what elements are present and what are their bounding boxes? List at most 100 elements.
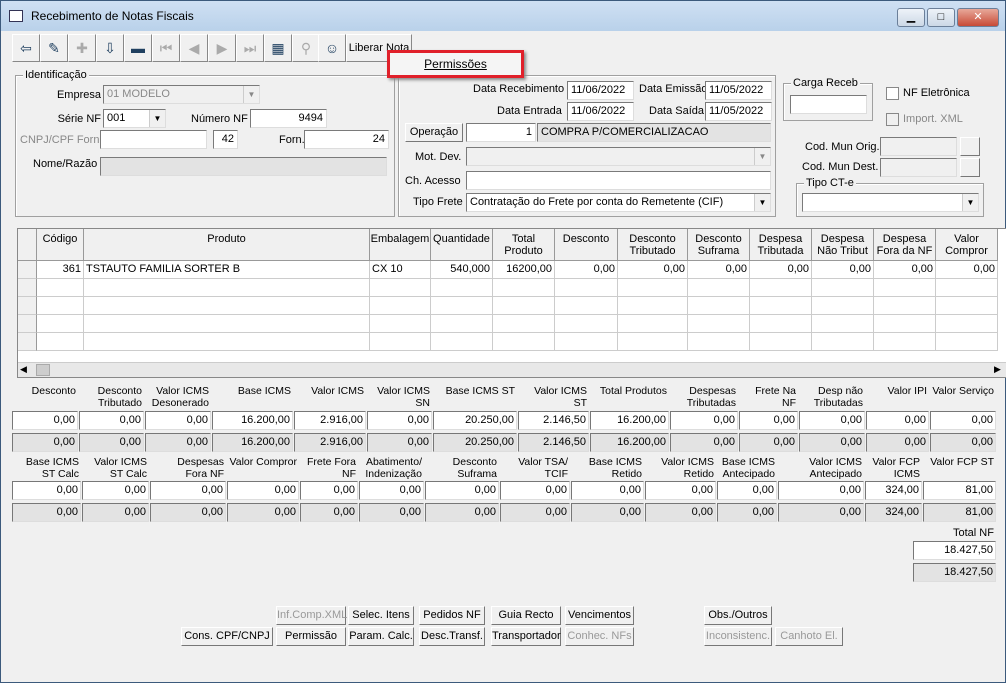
grid-cell[interactable]: 0,00 <box>688 261 750 279</box>
totals1-value[interactable]: 0,00 <box>145 411 211 430</box>
grid-cell[interactable]: 0,00 <box>750 261 812 279</box>
grid-header[interactable]: Embalagem <box>370 229 431 261</box>
grid-cell[interactable] <box>493 315 555 333</box>
user-button[interactable]: ☺ <box>318 34 346 62</box>
row-header[interactable] <box>18 297 37 315</box>
grid-cell[interactable] <box>431 333 493 351</box>
grid-cell[interactable]: 0,00 <box>812 261 874 279</box>
add-button[interactable]: ✚ <box>68 34 96 62</box>
grid-cell[interactable] <box>688 315 750 333</box>
grid-cell[interactable] <box>750 315 812 333</box>
guia-recto-button[interactable]: Guia Recto <box>491 606 561 625</box>
totals2-value[interactable]: 0,00 <box>500 481 570 500</box>
exit-button[interactable]: ⇦ <box>12 34 40 62</box>
forn-code-input[interactable]: 42 <box>213 130 238 149</box>
cod-mun-orig-input[interactable] <box>880 137 957 156</box>
grid-cell[interactable] <box>750 333 812 351</box>
grid-header[interactable]: Desconto Suframa <box>688 229 750 261</box>
ch-acesso-input[interactable] <box>466 171 771 190</box>
grid-header[interactable]: Despesa Não Tribut <box>812 229 874 261</box>
edit-button[interactable]: ✎ <box>40 34 68 62</box>
grid-cell[interactable] <box>84 333 370 351</box>
totals1-value[interactable]: 2.146,50 <box>518 411 589 430</box>
totals1-value[interactable]: 0,00 <box>670 411 738 430</box>
first-button[interactable]: ⏮ <box>152 34 180 62</box>
import-button[interactable]: ⇩ <box>96 34 124 62</box>
grid-cell[interactable] <box>493 297 555 315</box>
totals2-value[interactable]: 81,00 <box>923 481 996 500</box>
selec-itens-button[interactable]: Selec. Itens <box>348 606 414 625</box>
totals2-value[interactable]: 0,00 <box>82 481 149 500</box>
grid-cell[interactable] <box>874 279 936 297</box>
grid-cell[interactable] <box>874 297 936 315</box>
empresa-select[interactable]: 01 MODELO ▼ <box>103 85 260 104</box>
totals1-value[interactable]: 0,00 <box>79 411 144 430</box>
totals1-value[interactable]: 0,00 <box>367 411 432 430</box>
grid-cell[interactable] <box>370 315 431 333</box>
grid-header[interactable]: Despesa Fora da NF <box>874 229 936 261</box>
grid-header[interactable]: Desconto Tributado <box>618 229 688 261</box>
totals2-value[interactable]: 0,00 <box>425 481 499 500</box>
grid-cell[interactable] <box>370 279 431 297</box>
totals2-value[interactable]: 324,00 <box>865 481 922 500</box>
grid-cell[interactable] <box>618 297 688 315</box>
totals1-value[interactable]: 16.200,00 <box>212 411 293 430</box>
grid-cell[interactable] <box>936 297 998 315</box>
grid-cell[interactable] <box>812 333 874 351</box>
grid-cell[interactable]: 0,00 <box>618 261 688 279</box>
grid-cell[interactable]: CX 10 <box>370 261 431 279</box>
inf-comp-xml-button[interactable]: Inf.Comp.XML <box>276 606 347 625</box>
cod-mun-orig-lookup-button[interactable] <box>960 137 980 156</box>
cons-cpf-cnpj-button[interactable]: Cons. CPF/CNPJ <box>181 627 273 646</box>
totals1-value[interactable]: 0,00 <box>739 411 798 430</box>
grid-cell[interactable] <box>84 279 370 297</box>
grid-cell[interactable]: 540,000 <box>431 261 493 279</box>
cod-mun-dest-input[interactable] <box>880 158 957 177</box>
totals1-value[interactable]: 16.200,00 <box>590 411 669 430</box>
totals2-value[interactable]: 0,00 <box>571 481 644 500</box>
vencimentos-button[interactable]: Vencimentos <box>565 606 634 625</box>
close-button[interactable]: ✕ <box>957 8 999 27</box>
grid-cell[interactable] <box>618 315 688 333</box>
totals1-value[interactable]: 0,00 <box>866 411 929 430</box>
grid-header[interactable]: Desconto <box>555 229 618 261</box>
grid-cell[interactable] <box>750 297 812 315</box>
operacao-code-input[interactable]: 1 <box>466 123 536 142</box>
grid-cell[interactable] <box>688 297 750 315</box>
totals2-value[interactable]: 0,00 <box>227 481 299 500</box>
totals2-value[interactable]: 0,00 <box>645 481 716 500</box>
grid-cell[interactable] <box>688 333 750 351</box>
grid-cell[interactable] <box>812 279 874 297</box>
grid-cell[interactable] <box>370 333 431 351</box>
grid-cell[interactable] <box>37 333 84 351</box>
totals1-value[interactable]: 20.250,00 <box>433 411 517 430</box>
minimize-button[interactable]: ▁ <box>897 8 925 27</box>
nf-eletronica-checkbox[interactable] <box>886 87 899 100</box>
items-grid[interactable]: Código Produto Embalagem Quantidade Total Pr… <box>17 228 1006 378</box>
canhoto-el-button[interactable]: Canhoto El. <box>775 627 843 646</box>
prev-button[interactable]: ◀ <box>180 34 208 62</box>
tipo-cte-select[interactable]: ▼ <box>802 193 979 212</box>
binoculars-button[interactable]: ⚲ <box>292 34 320 62</box>
grid-cell[interactable] <box>936 279 998 297</box>
grid-cell[interactable] <box>874 315 936 333</box>
grid-header[interactable]: Total Produto <box>493 229 555 261</box>
operacao-button[interactable]: Operação <box>405 123 463 142</box>
grid-button[interactable]: ▦ <box>264 34 292 62</box>
carga-input[interactable] <box>790 95 867 114</box>
grid-header[interactable]: Quantidade <box>431 229 493 261</box>
horizontal-scrollbar[interactable] <box>18 362 1006 377</box>
grid-cell[interactable] <box>431 297 493 315</box>
totals1-value[interactable]: 0,00 <box>930 411 996 430</box>
totals2-value[interactable]: 0,00 <box>359 481 424 500</box>
grid-cell[interactable] <box>37 279 84 297</box>
data-entrada-input[interactable]: 11/06/2022 <box>567 102 634 121</box>
last-button[interactable]: ⏭ <box>236 34 264 62</box>
grid-cell[interactable] <box>936 315 998 333</box>
row-header[interactable] <box>18 279 37 297</box>
grid-cell[interactable]: 361 <box>37 261 84 279</box>
grid-cell[interactable] <box>84 315 370 333</box>
row-header[interactable] <box>18 333 37 351</box>
permissoes-menu-item[interactable]: Permissões <box>387 50 524 78</box>
remove-button[interactable]: ▬ <box>124 34 152 62</box>
